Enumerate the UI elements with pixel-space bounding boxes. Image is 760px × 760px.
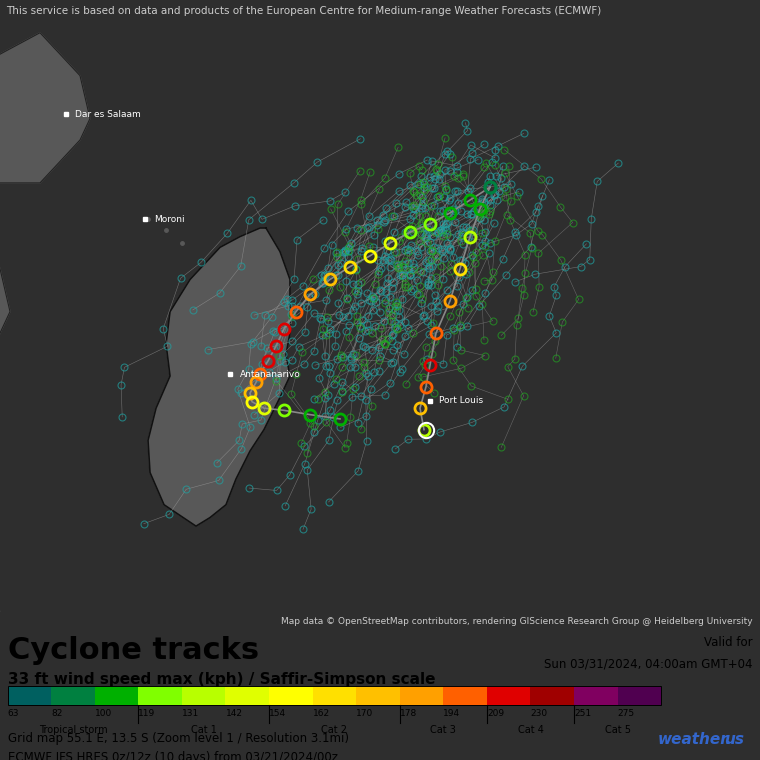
- Text: 82: 82: [51, 709, 62, 717]
- Text: 63: 63: [8, 709, 19, 717]
- Text: This service is based on data and products of the European Centre for Medium-ran: This service is based on data and produc…: [6, 6, 601, 16]
- Text: 194: 194: [443, 709, 461, 717]
- Text: Moroni: Moroni: [154, 215, 185, 224]
- Text: ECMWF IFS HRES 0z/12z (10 days) from 03/21/2024/00z: ECMWF IFS HRES 0z/12z (10 days) from 03/…: [8, 751, 337, 760]
- Text: us: us: [724, 732, 744, 747]
- Text: 209: 209: [487, 709, 504, 717]
- Text: Port Louis: Port Louis: [439, 397, 483, 405]
- Text: Map data © OpenStreetMap contributors, rendering GIScience Research Group @ Heid: Map data © OpenStreetMap contributors, r…: [280, 617, 752, 626]
- Text: Grid map 55.1 E, 13.5 S (Zoom level 1 / Resolution 3.1mi): Grid map 55.1 E, 13.5 S (Zoom level 1 / …: [8, 732, 349, 745]
- Bar: [618, 686, 661, 705]
- Text: Cat 5: Cat 5: [605, 726, 631, 736]
- Bar: [530, 686, 574, 705]
- Text: Antananarivo: Antananarivo: [239, 370, 300, 378]
- Text: 33 ft wind speed max (kph) / Saffir-Simpson scale: 33 ft wind speed max (kph) / Saffir-Simp…: [8, 672, 435, 687]
- Polygon shape: [0, 22, 90, 612]
- Text: Dar es Salaam: Dar es Salaam: [74, 109, 141, 119]
- Bar: [138, 686, 182, 705]
- Text: 100: 100: [95, 709, 112, 717]
- Text: 275: 275: [618, 709, 635, 717]
- Bar: [8, 686, 661, 705]
- Text: Valid for: Valid for: [704, 636, 752, 649]
- Bar: [312, 686, 356, 705]
- Text: 251: 251: [574, 709, 591, 717]
- Bar: [400, 686, 443, 705]
- Text: weather.: weather.: [657, 732, 732, 747]
- Bar: [356, 686, 400, 705]
- Text: Sun 03/31/2024, 04:00am GMT+04: Sun 03/31/2024, 04:00am GMT+04: [544, 657, 752, 670]
- Text: 162: 162: [312, 709, 330, 717]
- Text: 230: 230: [530, 709, 548, 717]
- Text: Cat 4: Cat 4: [518, 726, 543, 736]
- Text: 131: 131: [182, 709, 199, 717]
- Bar: [443, 686, 487, 705]
- Text: Tropical storm: Tropical storm: [39, 726, 107, 736]
- Text: Cat 2: Cat 2: [321, 726, 347, 736]
- Text: 178: 178: [400, 709, 417, 717]
- Text: Cat 1: Cat 1: [191, 726, 217, 736]
- Bar: [51, 686, 95, 705]
- Bar: [487, 686, 530, 705]
- Text: Cyclone tracks: Cyclone tracks: [8, 636, 258, 665]
- Bar: [8, 686, 51, 705]
- Text: 142: 142: [226, 709, 242, 717]
- Text: 154: 154: [269, 709, 287, 717]
- Text: 119: 119: [138, 709, 156, 717]
- Text: 170: 170: [356, 709, 373, 717]
- Bar: [269, 686, 312, 705]
- Bar: [182, 686, 226, 705]
- Text: Cat 3: Cat 3: [430, 726, 456, 736]
- Bar: [95, 686, 138, 705]
- Bar: [574, 686, 618, 705]
- Bar: [226, 686, 269, 705]
- Polygon shape: [148, 228, 290, 526]
